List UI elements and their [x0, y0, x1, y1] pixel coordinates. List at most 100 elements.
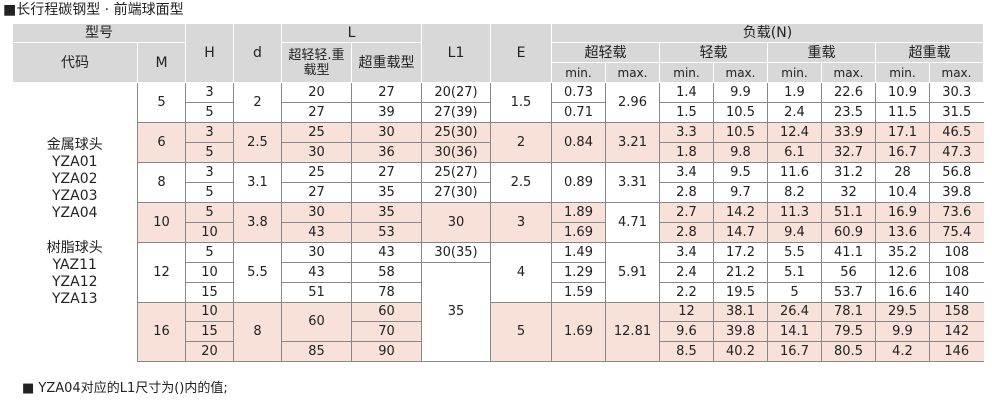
- cell-sh-min: 4.2: [875, 341, 930, 362]
- cell-Lb: 58: [351, 262, 422, 283]
- cell-l-min: 1.5: [659, 102, 714, 123]
- cell-M: 8: [137, 162, 186, 203]
- cell-xl-min: 0.89: [551, 162, 606, 203]
- cell-Lb: 43: [351, 242, 422, 263]
- cell-sh-min: 16.9: [875, 202, 930, 223]
- page-title: ■长行程碳钢型 · 前端球面型: [3, 2, 184, 18]
- cell-Lb: 27: [351, 162, 422, 183]
- cell-L1: 30(36): [421, 142, 491, 163]
- cell-E: 2: [490, 122, 552, 163]
- header-group-light: 轻载: [659, 42, 768, 63]
- header-min: min.: [875, 62, 930, 83]
- header-d: d: [233, 23, 282, 83]
- header-max: max.: [821, 62, 876, 83]
- header-min: min.: [767, 62, 822, 83]
- header-H: H: [185, 23, 234, 83]
- cell-l-min: 9.6: [659, 321, 714, 342]
- cell-xl-max: 3.31: [605, 162, 660, 203]
- cell-l-min: 12: [659, 302, 714, 322]
- cell-L1: 30(35): [421, 242, 491, 263]
- cell-h-min: 12.4: [767, 122, 822, 143]
- cell-xl-min: 1.89: [551, 202, 606, 223]
- cell-xl-max: 5.91: [605, 242, 660, 303]
- cell-sh-max: 30.3: [929, 82, 984, 103]
- cell-M: 5: [137, 82, 186, 123]
- header-E: E: [490, 23, 552, 83]
- cell-l-max: 9.8: [713, 142, 768, 163]
- cell-l-min: 2.7: [659, 202, 714, 223]
- header-group-xh: 超重载: [875, 42, 984, 63]
- cell-Lb: 27: [351, 82, 422, 103]
- cell-l-max: 9.9: [713, 82, 768, 103]
- cell-l-max: 14.7: [713, 222, 768, 243]
- cell-h-max: 51.1: [821, 202, 876, 223]
- cell-xl-min: 0.73: [551, 82, 606, 103]
- cell-La: 27: [281, 182, 352, 203]
- cell-l-min: 3.4: [659, 162, 714, 183]
- cell-l-min: 2.8: [659, 222, 714, 243]
- cell-d: 3.8: [233, 202, 282, 243]
- cell-Lb: 78: [351, 282, 422, 303]
- cell-h-min: 5.5: [767, 242, 822, 263]
- cell-d: 2.5: [233, 122, 282, 163]
- cell-h-max: 53.7: [821, 282, 876, 303]
- cell-La: 25: [281, 122, 352, 143]
- cell-Lb: 70: [351, 321, 422, 342]
- code-item: YZA01: [51, 153, 98, 170]
- header-L-light: 超轻轻.重载型: [281, 42, 352, 83]
- cell-H: 3: [185, 82, 234, 103]
- header-M: M: [137, 42, 186, 83]
- cell-h-max: 60.9: [821, 222, 876, 243]
- cell-Lb: 90: [351, 341, 422, 362]
- cell-h-max: 32.7: [821, 142, 876, 163]
- cell-sh-max: 47.3: [929, 142, 984, 163]
- cell-h-min: 16.7: [767, 341, 822, 362]
- cell-h-max: 33.9: [821, 122, 876, 143]
- cell-h-min: 8.2: [767, 182, 822, 203]
- cell-La: 20: [281, 82, 352, 103]
- cell-h-max: 56: [821, 262, 876, 283]
- header-L: L: [281, 23, 422, 43]
- cell-H: 5: [185, 182, 234, 203]
- cell-M: 16: [137, 302, 186, 362]
- cell-l-max: 39.8: [713, 321, 768, 342]
- cell-sh-max: 73.6: [929, 202, 984, 223]
- code-item: YZA12: [51, 273, 98, 290]
- cell-M: 6: [137, 122, 186, 163]
- cell-l-min: 2.8: [659, 182, 714, 203]
- header-load: 负载(N): [551, 23, 984, 43]
- cell-l-max: 40.2: [713, 341, 768, 362]
- cell-xl-min: 1.29: [551, 262, 606, 283]
- cell-h-min: 14.1: [767, 321, 822, 342]
- metal-label: 金属球头: [46, 136, 103, 153]
- cell-M: 12: [137, 242, 186, 303]
- header-max: max.: [929, 62, 984, 83]
- cell-sh-max: 140: [929, 282, 984, 303]
- cell-Lb: 36: [351, 142, 422, 163]
- cell-H: 3: [185, 162, 234, 183]
- cell-l-min: 1.4: [659, 82, 714, 103]
- cell-Lb: 39: [351, 102, 422, 123]
- cell-sh-min: 35.2: [875, 242, 930, 263]
- cell-sh-min: 12.6: [875, 262, 930, 283]
- header-L1: L1: [421, 23, 491, 83]
- cell-Lb: 35: [351, 182, 422, 203]
- cell-H: 5: [185, 102, 234, 123]
- cell-H: 10: [185, 302, 234, 322]
- cell-H: 15: [185, 321, 234, 342]
- cell-l-min: 3.3: [659, 122, 714, 143]
- cell-h-min: 5.1: [767, 262, 822, 283]
- cell-sh-min: 17.1: [875, 122, 930, 143]
- cell-xl-min: 0.71: [551, 102, 606, 123]
- cell-h-max: 22.6: [821, 82, 876, 103]
- cell-H: 5: [185, 242, 234, 263]
- cell-La: 25: [281, 162, 352, 183]
- cell-sh-max: 158: [929, 302, 984, 322]
- cell-d: 2: [233, 82, 282, 123]
- cell-l-max: 38.1: [713, 302, 768, 322]
- cell-sh-min: 9.9: [875, 321, 930, 342]
- cell-sh-max: 46.5: [929, 122, 984, 143]
- cell-l-min: 2.4: [659, 262, 714, 283]
- cell-h-max: 78.1: [821, 302, 876, 322]
- cell-h-min: 5: [767, 282, 822, 303]
